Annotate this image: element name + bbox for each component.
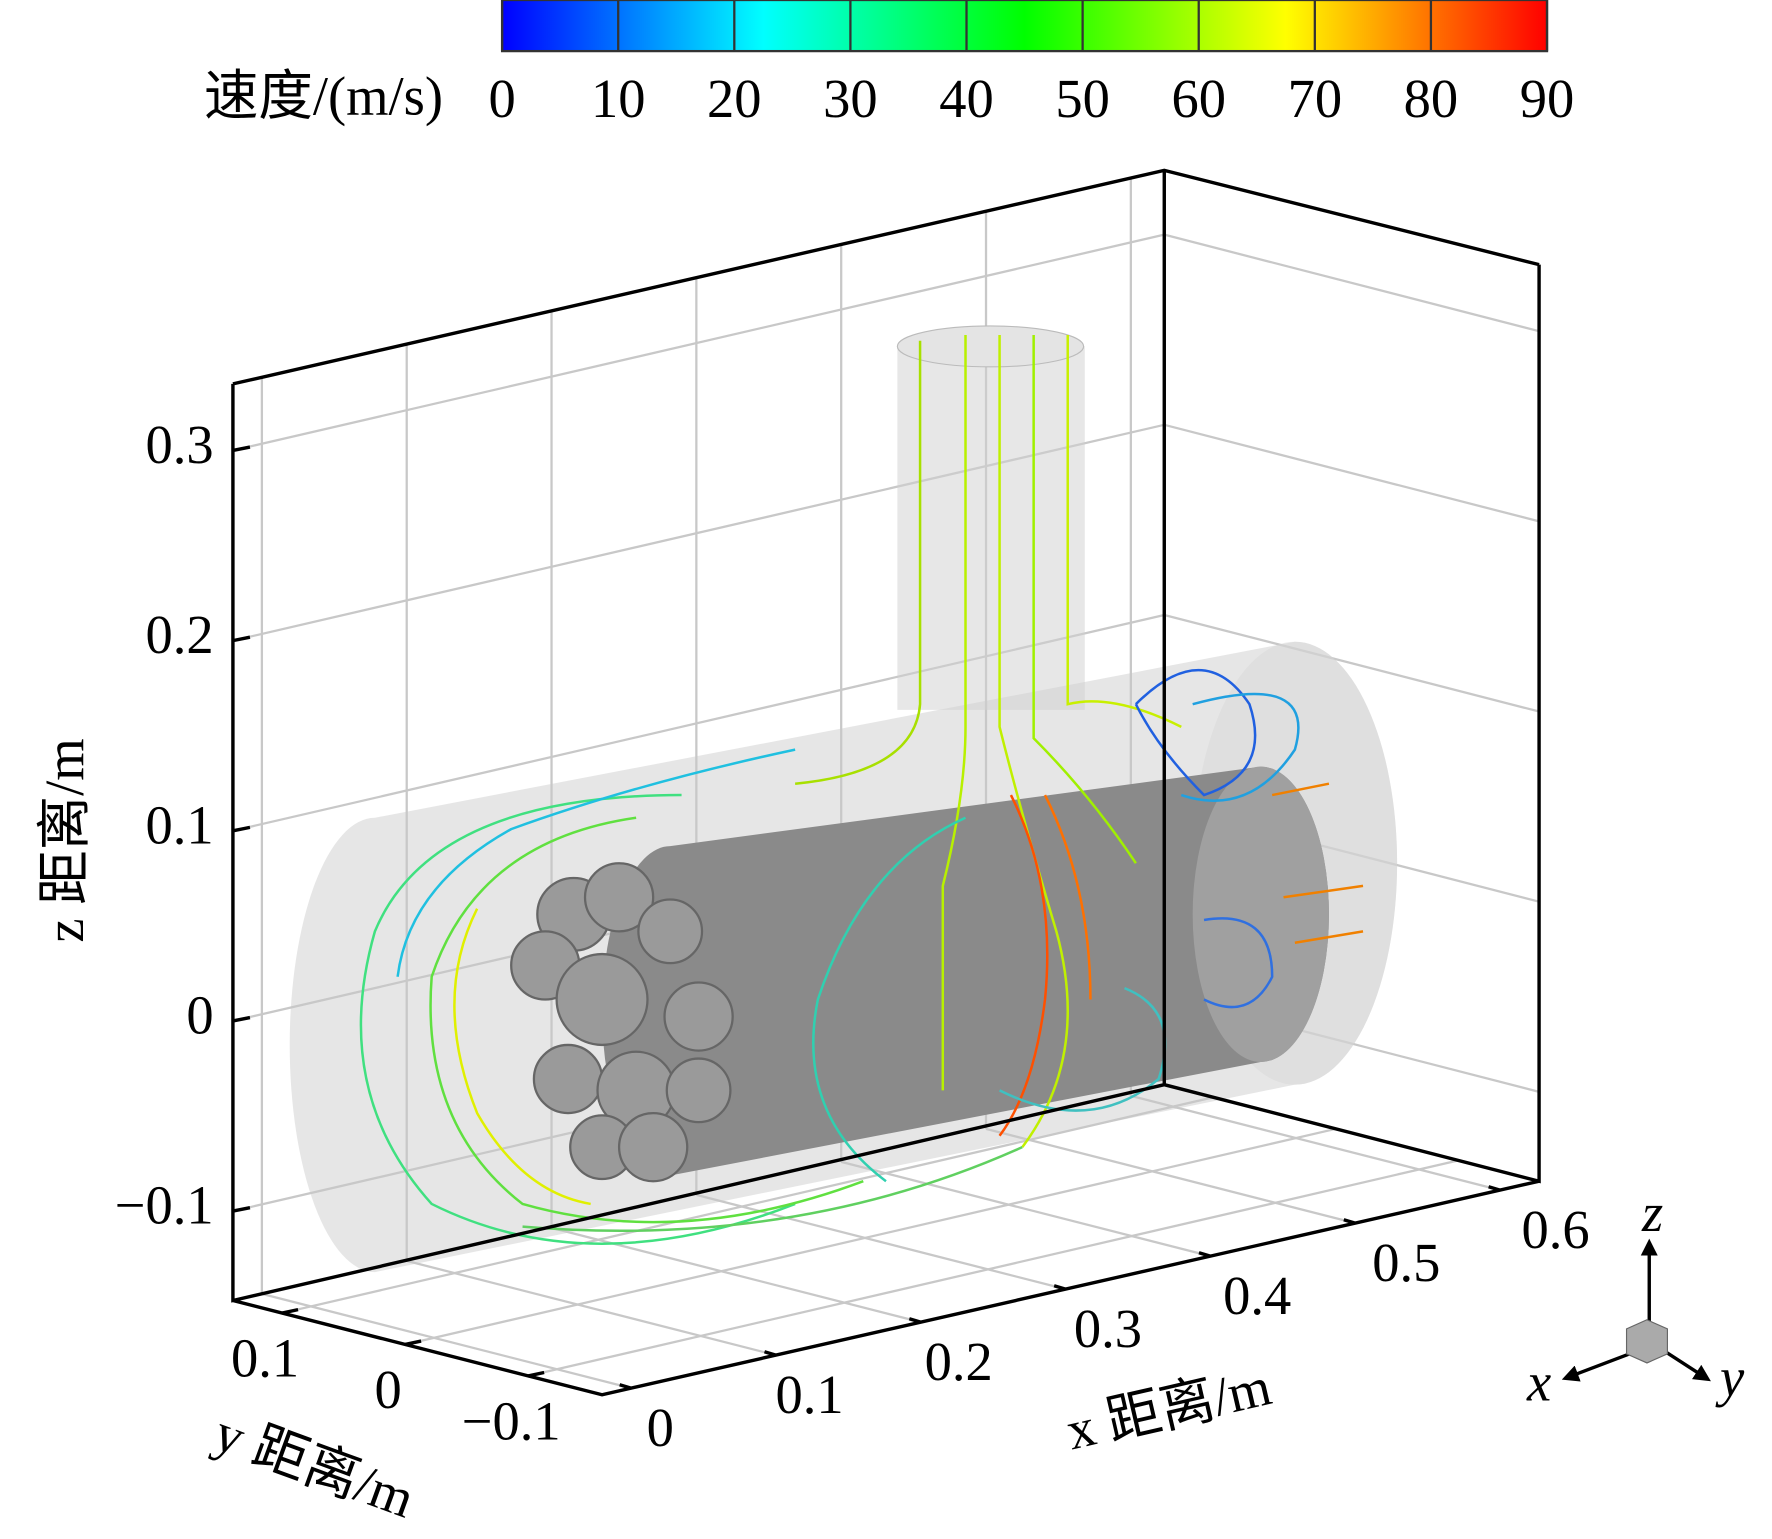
- colorbar-tick-label: 70: [1288, 68, 1343, 129]
- z-tick: [232, 1206, 251, 1213]
- triad-x: x: [1526, 1351, 1551, 1412]
- colorbar-tick-label: 0: [488, 68, 515, 129]
- z-tick-label: 0.1: [145, 794, 213, 855]
- y-axis-label: y 距离/m: [207, 1401, 423, 1529]
- grid-line: [551, 1226, 921, 1324]
- liner-end: [1192, 766, 1329, 1062]
- x-tick-label: 0.1: [775, 1364, 843, 1425]
- grid-line: [527, 1158, 1460, 1378]
- colorbar-title: 速度/(m/s): [204, 66, 443, 127]
- grid-line: [232, 233, 1165, 452]
- z-tick: [232, 1015, 251, 1023]
- orientation-triad: z x y: [1526, 1182, 1745, 1412]
- y-tick: [527, 1370, 545, 1378]
- z-tick: [232, 635, 251, 643]
- y-tick-label: −0.1: [462, 1391, 561, 1452]
- x-tick-label: 0.6: [1522, 1199, 1590, 1260]
- x-tick: [763, 1350, 777, 1357]
- z-tick-label: −0.1: [115, 1175, 214, 1236]
- colorbar-tick-label: 10: [591, 68, 646, 129]
- z-axis-label: z 距离/m: [34, 738, 95, 942]
- triad-z: z: [1641, 1182, 1663, 1243]
- x-tick-label: 0.5: [1372, 1232, 1440, 1293]
- grid-line: [1163, 423, 1540, 523]
- colorbar-gradient: [500, 0, 1549, 53]
- grid-line: [985, 1127, 1356, 1225]
- x-tick: [1198, 1251, 1211, 1258]
- grid-line: [406, 1259, 777, 1357]
- y-tick-label: 0: [375, 1359, 402, 1420]
- y-tick-label: 0.1: [231, 1328, 299, 1389]
- axes: −0.1 0 0.1 0.2 0.3 0 0.1 0.2 0.3 0.4 0.5 0.6 0.1 0 −0.…: [115, 414, 1590, 1458]
- z-tick-label: 0.3: [145, 414, 213, 475]
- z-tick: [232, 445, 251, 453]
- z-tick: [232, 825, 251, 833]
- colorbar-tick-label: 80: [1404, 68, 1459, 129]
- box: [231, 168, 1541, 1397]
- x-tick-label: 0: [647, 1397, 674, 1458]
- inlet-top: [896, 325, 1085, 368]
- x-tick: [1488, 1185, 1501, 1192]
- colorbar-tick-label: 40: [939, 68, 994, 129]
- grid-line: [1163, 613, 1540, 713]
- colorbar-tick-label: 50: [1055, 68, 1110, 129]
- colorbar-tick-label: 20: [707, 68, 762, 129]
- triad-y: y: [1715, 1347, 1745, 1408]
- grid-line: [696, 1193, 1066, 1291]
- y-tick: [281, 1307, 299, 1315]
- grid-line: [1130, 1094, 1501, 1192]
- x-tick: [1053, 1284, 1066, 1291]
- colorbar: 0 10 20 30 40 50 60 70 80 90: [488, 0, 1574, 129]
- y-tick: [404, 1339, 422, 1347]
- grid-line: [404, 1127, 1337, 1346]
- x-axis-label: x 距离/m: [1061, 1355, 1277, 1461]
- z-tick-label: 0.2: [145, 604, 213, 665]
- x-tick: [619, 1383, 632, 1390]
- colorbar-tick-label: 90: [1520, 68, 1575, 129]
- streamlines: [359, 335, 1364, 1245]
- geometry: [289, 325, 1398, 1273]
- x-tick-label: 0.3: [1074, 1298, 1142, 1359]
- liner: [602, 766, 1329, 1176]
- x-tick: [1343, 1218, 1356, 1225]
- grid-line: [261, 1292, 632, 1390]
- grid-line: [840, 1160, 1211, 1258]
- x-tick: [908, 1317, 922, 1324]
- inlet-pipe: [897, 346, 1085, 710]
- z-tick-label: 0: [186, 984, 213, 1045]
- box-edges: [231, 168, 1541, 1397]
- grid-line: [1163, 233, 1540, 333]
- x-tick-label: 0.2: [925, 1331, 993, 1392]
- colorbar-tick-label: 60: [1171, 68, 1226, 129]
- grid: [232, 179, 1540, 1390]
- colorbar-tick-label: 30: [823, 68, 878, 129]
- x-tick-label: 0.4: [1223, 1265, 1291, 1326]
- grid-line: [281, 1096, 1214, 1315]
